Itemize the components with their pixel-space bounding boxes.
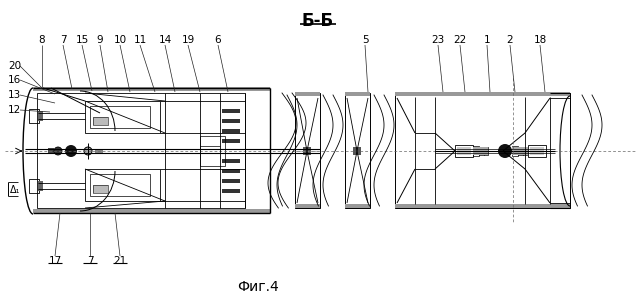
Circle shape — [65, 145, 77, 157]
Bar — [479, 147, 484, 155]
Bar — [353, 147, 361, 155]
Bar — [484, 147, 488, 155]
Bar — [48, 148, 54, 154]
Text: 13: 13 — [8, 90, 21, 100]
Bar — [222, 129, 240, 133]
Bar — [93, 185, 108, 193]
Bar — [395, 93, 570, 208]
Bar — [395, 92, 570, 96]
Text: Фиг.4: Фиг.4 — [237, 280, 279, 294]
Text: 15: 15 — [76, 35, 88, 45]
Text: 5: 5 — [362, 35, 368, 45]
Bar — [222, 179, 240, 183]
Bar — [457, 147, 471, 155]
Circle shape — [84, 147, 92, 155]
Bar — [345, 93, 370, 208]
Bar — [303, 147, 311, 155]
Text: 12: 12 — [8, 105, 21, 115]
Bar — [295, 92, 320, 96]
Bar — [93, 185, 108, 193]
Text: 10: 10 — [113, 35, 127, 45]
Bar — [518, 147, 523, 155]
Text: 19: 19 — [181, 35, 195, 45]
Text: 6: 6 — [214, 35, 221, 45]
Bar — [295, 204, 320, 208]
Bar — [29, 179, 39, 193]
Bar — [222, 109, 240, 113]
Text: Б-Б: Б-Б — [302, 12, 334, 30]
Bar — [512, 147, 528, 155]
Bar — [345, 92, 370, 96]
Bar — [473, 147, 488, 155]
Bar — [222, 159, 240, 163]
Bar — [528, 145, 546, 157]
Bar — [473, 146, 479, 156]
Bar — [33, 209, 270, 213]
Bar — [93, 117, 108, 125]
Bar — [222, 189, 240, 193]
Bar — [222, 139, 240, 143]
Text: Δ₁: Δ₁ — [10, 185, 20, 195]
Text: 16: 16 — [8, 75, 21, 85]
Bar — [85, 169, 160, 201]
Text: 2: 2 — [507, 35, 513, 45]
Text: 7: 7 — [86, 256, 93, 266]
Bar — [29, 109, 39, 123]
Text: 23: 23 — [431, 35, 445, 45]
Text: 11: 11 — [133, 35, 147, 45]
Bar — [345, 204, 370, 208]
Bar — [523, 147, 527, 155]
Bar — [85, 101, 160, 133]
Bar — [37, 93, 245, 208]
Text: 9: 9 — [97, 35, 103, 45]
Bar — [95, 149, 103, 153]
Bar — [38, 111, 43, 121]
Bar — [90, 106, 150, 128]
Circle shape — [498, 144, 512, 158]
Bar — [33, 87, 270, 91]
Text: 22: 22 — [453, 35, 467, 45]
Bar — [200, 136, 225, 166]
Circle shape — [54, 147, 62, 155]
Bar — [38, 181, 43, 191]
Bar — [455, 145, 473, 157]
Text: 8: 8 — [38, 35, 45, 45]
Text: 1: 1 — [484, 35, 490, 45]
Text: 17: 17 — [49, 256, 61, 266]
Bar — [90, 174, 150, 196]
Text: 14: 14 — [158, 35, 172, 45]
Text: 7: 7 — [60, 35, 67, 45]
Bar — [512, 146, 518, 156]
Text: 18: 18 — [533, 35, 547, 45]
Bar — [222, 169, 240, 173]
Bar — [222, 119, 240, 123]
Bar — [295, 93, 320, 208]
Bar — [395, 204, 570, 208]
Bar — [530, 147, 544, 155]
Bar — [93, 117, 108, 125]
Text: 21: 21 — [113, 256, 127, 266]
Text: 20: 20 — [8, 61, 21, 71]
